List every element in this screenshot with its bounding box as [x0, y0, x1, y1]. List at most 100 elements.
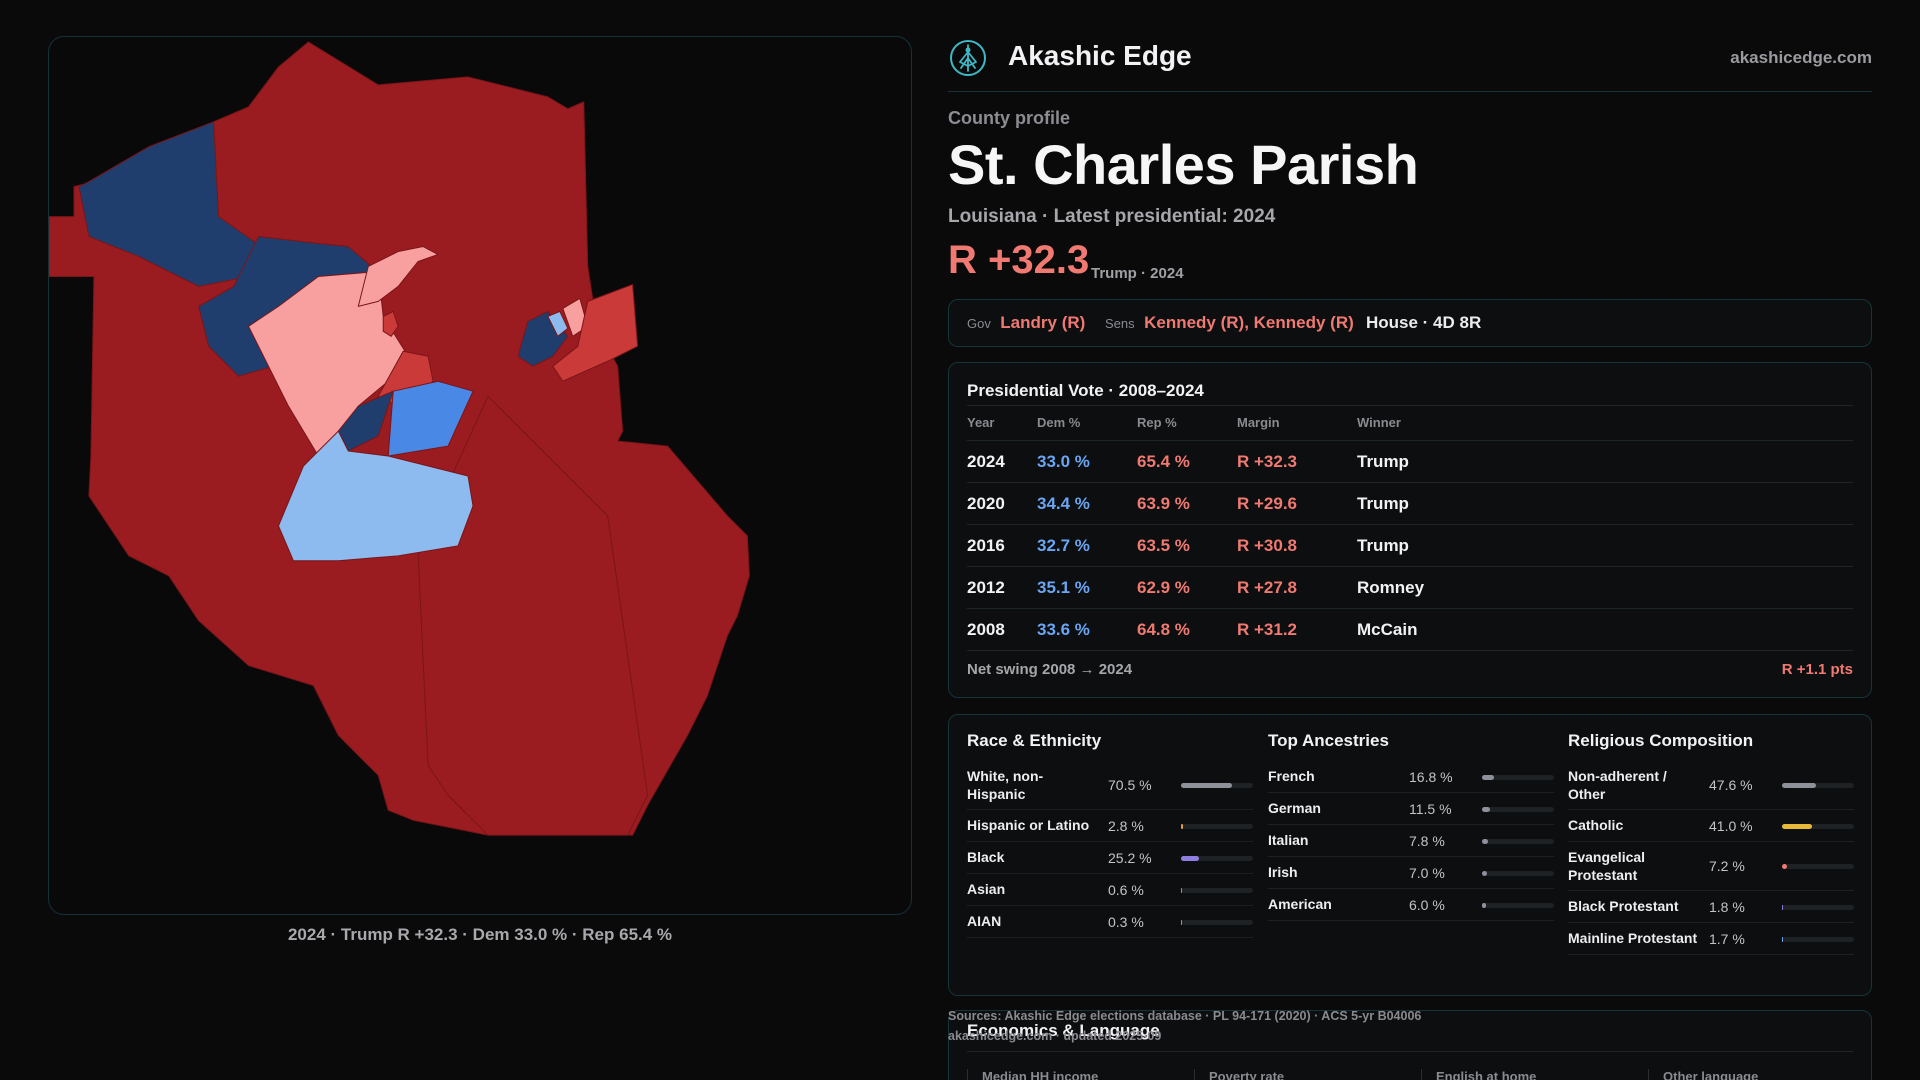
list-item: French 16.8 %	[1268, 761, 1554, 793]
item-bar	[1482, 902, 1554, 908]
list-item: Italian 7.8 %	[1268, 825, 1554, 857]
item-bar	[1482, 806, 1554, 812]
row-year: 2008	[967, 620, 1005, 639]
race-ethnicity-section: Race & Ethnicity White, non-Hispanic 70.5…	[967, 731, 1253, 938]
item-bar-fill	[1482, 774, 1495, 780]
item-bar	[1181, 887, 1253, 893]
precinct-map-svg[interactable]	[49, 37, 911, 914]
item-bar-fill	[1181, 887, 1182, 893]
item-label: Asian	[967, 881, 1006, 897]
item-percent: 1.7 %	[1709, 930, 1745, 947]
list-item: Black 25.2 %	[967, 842, 1253, 874]
precinct-region[interactable]	[552, 283, 639, 382]
row-dem: 33.0 %	[1037, 452, 1090, 471]
item-percent: 25.2 %	[1108, 849, 1152, 866]
profile-panel: Akashic Edge akashicedge.com County prof…	[948, 36, 1872, 1080]
list-item: American 6.0 %	[1268, 889, 1554, 921]
row-margin: R +31.2	[1237, 620, 1298, 639]
sources-updated: akashicedge.com · updated 2025-09	[948, 1029, 1162, 1043]
table-row: 2012 35.1 % 62.9 % R +27.8 Romney	[967, 567, 1853, 609]
net-swing-value: R +1.1 pts	[1781, 661, 1853, 678]
net-swing-label: Net swing 2008 → 2024	[967, 661, 1133, 678]
metric-poverty-rate: Poverty rate	[1194, 1069, 1284, 1080]
precinct-region[interactable]	[277, 430, 474, 562]
item-bar	[1181, 823, 1253, 829]
item-bar	[1181, 783, 1253, 788]
list-item: Mainline Protestant 1.7 %	[1568, 923, 1854, 955]
precinct-map[interactable]	[48, 36, 912, 915]
row-winner: Trump	[1357, 536, 1409, 555]
item-bar	[1782, 904, 1854, 910]
list-item: Non-adherent / Other 47.6 %	[1568, 761, 1854, 810]
item-bar-fill	[1482, 838, 1488, 844]
item-label: Non-adherent / Other	[1568, 768, 1667, 802]
metric-median-income: Median HH income	[967, 1069, 1098, 1080]
item-bar-fill	[1782, 904, 1784, 910]
row-margin: R +29.6	[1237, 494, 1298, 513]
item-bar-fill	[1482, 902, 1487, 908]
item-percent: 16.8 %	[1409, 768, 1453, 785]
table-row: 2020 34.4 % 63.9 % R +29.6 Trump	[967, 483, 1853, 525]
brand-url-link[interactable]: akashicedge.com	[1730, 48, 1872, 67]
map-caption: 2024 · Trump R +32.3 · Dem 33.0 % · Rep …	[287, 925, 673, 944]
row-winner: Romney	[1357, 578, 1425, 597]
item-percent: 47.6 %	[1709, 777, 1753, 793]
list-item: AIAN 0.3 %	[967, 906, 1253, 938]
item-bar	[1181, 855, 1253, 861]
page-title: St. Charles Parish	[948, 133, 1419, 196]
col-winner: Winner	[1357, 415, 1401, 430]
religion-section: Religious Composition Non-adherent / Oth…	[1568, 731, 1854, 955]
item-bar-fill	[1482, 870, 1488, 876]
precinct-region[interactable]	[337, 390, 394, 452]
precinct-region[interactable]	[357, 246, 439, 307]
table-row: 2008 33.6 % 64.8 % R +31.2 McCain	[967, 609, 1853, 651]
list-item: Irish 7.0 %	[1268, 857, 1554, 889]
row-winner: Trump	[1357, 452, 1409, 471]
demographics-card: Race & Ethnicity White, non-Hispanic 70.5…	[948, 714, 1872, 996]
house-delegation: House · 4D 8R	[1366, 313, 1481, 333]
item-bar	[1482, 870, 1554, 876]
item-bar	[1482, 838, 1554, 844]
list-item: Asian 0.6 %	[967, 874, 1253, 906]
row-year: 2024	[967, 452, 1005, 471]
economics-title: Economics & Language	[967, 1021, 1160, 1040]
item-label: Evangelical Protestant	[1568, 849, 1646, 883]
item-bar	[1181, 919, 1253, 925]
item-bar	[1782, 936, 1854, 942]
governor: Gov Landry (R)	[967, 313, 1085, 333]
item-bar-fill	[1782, 783, 1817, 788]
item-label: French	[1268, 768, 1315, 784]
item-bar-fill	[1782, 823, 1812, 829]
ancestry-title: Top Ancestries	[1268, 731, 1389, 750]
presidential-table-header: Year Dem % Rep % Margin Winner	[967, 405, 1853, 441]
row-rep: 63.5 %	[1137, 536, 1190, 555]
item-bar	[1482, 774, 1554, 780]
religion-list: Non-adherent / Other 47.6 % Catholic 41.0 %…	[1568, 761, 1854, 955]
list-item: Evangelical Protestant 7.2 %	[1568, 842, 1854, 891]
col-margin: Margin	[1237, 415, 1280, 430]
list-item: Black Protestant 1.8 %	[1568, 891, 1854, 923]
race-title: Race & Ethnicity	[967, 731, 1102, 750]
senators-label: Sens	[1105, 316, 1135, 331]
page-eyebrow: County profile	[948, 108, 1070, 128]
row-dem: 33.6 %	[1037, 620, 1090, 639]
row-year: 2016	[967, 536, 1005, 555]
row-margin: R +30.8	[1237, 536, 1298, 555]
precinct-region[interactable]	[547, 310, 569, 337]
item-bar-fill	[1782, 936, 1784, 942]
sources-note: Sources: Akashic Edge elections database…	[948, 1006, 1421, 1046]
item-label: Hispanic or Latino	[967, 817, 1090, 833]
precinct-region[interactable]	[382, 310, 399, 337]
precinct-region[interactable]	[387, 380, 474, 457]
item-bar-fill	[1782, 864, 1788, 869]
row-dem: 32.7 %	[1037, 536, 1090, 555]
item-label: Irish	[1268, 864, 1298, 880]
item-bar-fill	[1181, 919, 1182, 925]
list-item: Hispanic or Latino 2.8 %	[967, 810, 1253, 842]
list-item: Catholic 41.0 %	[1568, 810, 1854, 842]
col-dem: Dem %	[1037, 415, 1081, 430]
tree-of-life-icon	[950, 40, 986, 76]
item-percent: 6.0 %	[1409, 896, 1445, 913]
col-rep: Rep %	[1137, 415, 1177, 430]
list-item: White, non-Hispanic 70.5 %	[967, 761, 1253, 810]
